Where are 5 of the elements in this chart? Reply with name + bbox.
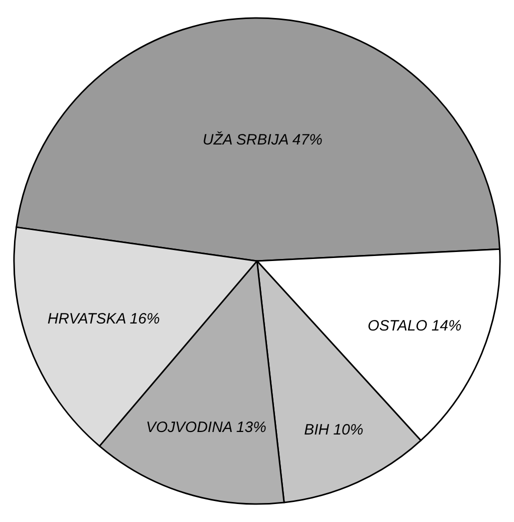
slice-label: BIH 10% (304, 422, 364, 439)
slice-label: OSTALO 14% (368, 317, 462, 334)
slice-label: UŽA SRBIJA 47% (202, 130, 322, 148)
slice-label: HRVATSKA 16% (48, 310, 160, 328)
slice-label: VOJVODINA 13% (146, 418, 266, 436)
